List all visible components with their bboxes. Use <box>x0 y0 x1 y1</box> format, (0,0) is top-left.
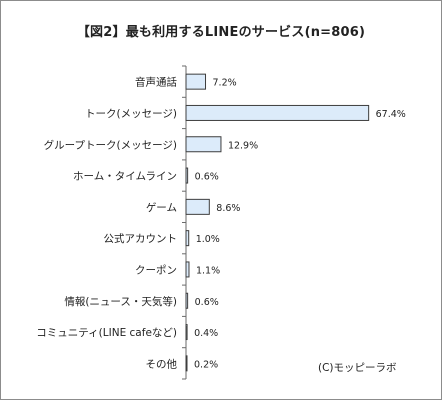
value-label: 1.1% <box>196 265 220 276</box>
bar-7 <box>185 292 189 309</box>
chart-title: 【図2】最も利用するLINEのサービス(n=806) <box>76 25 366 40</box>
category-label: 情報(ニュース・天気等) <box>64 295 177 308</box>
category-label: 公式アカウント <box>104 232 178 245</box>
bar-5 <box>185 230 190 247</box>
value-label: 0.6% <box>195 297 219 308</box>
category-label: トーク(メッセージ) <box>85 108 177 120</box>
bar-4 <box>185 198 210 215</box>
category-label: その他 <box>146 357 178 370</box>
category-label: 音声通話 <box>135 76 177 89</box>
bar-9 <box>185 355 188 372</box>
value-label: 12.9% <box>228 140 258 151</box>
category-label: クーポン <box>135 264 177 276</box>
value-label: 7.2% <box>213 78 237 89</box>
value-label: 67.4% <box>376 109 406 120</box>
bar-3 <box>185 167 189 184</box>
credit-annotation: (C)モッピーラボ <box>318 362 397 374</box>
category-label: ホーム・タイムライン <box>73 171 177 183</box>
category-label: グループトーク(メッセージ) <box>44 138 177 151</box>
category-label: ゲーム <box>146 202 177 214</box>
bar-1 <box>185 104 370 121</box>
bar-0 <box>185 73 207 90</box>
value-label: 0.6% <box>195 172 219 183</box>
bar-8 <box>185 324 188 341</box>
value-label: 1.0% <box>196 234 220 245</box>
value-label: 0.2% <box>194 359 218 370</box>
bar-2 <box>185 136 222 153</box>
bar-6 <box>185 261 190 278</box>
value-label: 0.4% <box>194 328 218 339</box>
value-label: 8.6% <box>216 203 240 214</box>
category-label: コミュニティ(LINE cafeなど) <box>36 327 177 339</box>
